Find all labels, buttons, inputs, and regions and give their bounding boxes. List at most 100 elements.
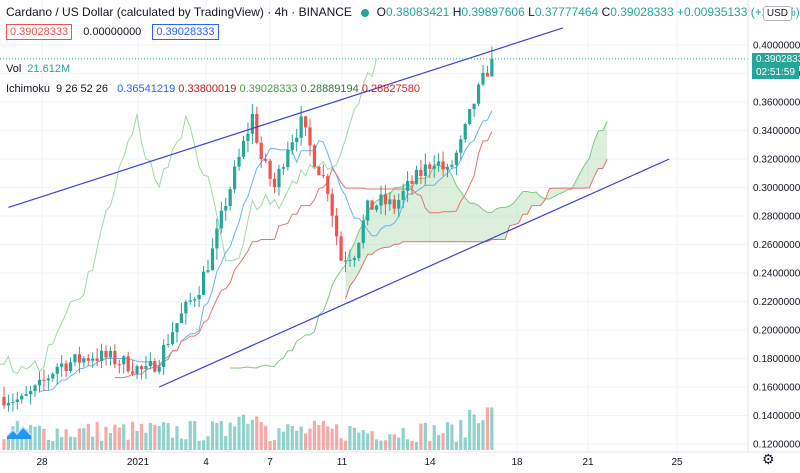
volume-bar <box>77 428 81 450</box>
candle-body <box>428 164 432 169</box>
ichimoku-legend[interactable]: Ichimoku 9 26 52 26 0.36541219 0.33800019… <box>6 83 420 95</box>
volume-bar <box>219 420 223 450</box>
volume-bar <box>383 440 388 450</box>
candle-body <box>472 103 476 110</box>
volume-bar <box>6 434 11 450</box>
candle-body <box>264 159 268 161</box>
candle-body <box>321 175 325 177</box>
candle-body <box>259 142 263 160</box>
volume-bar <box>490 407 494 450</box>
price-axis[interactable]: 0.400000000.380000000.360000000.34000000… <box>753 41 800 451</box>
volume-bar <box>139 423 144 450</box>
volume-bar <box>361 430 365 450</box>
candle-body <box>317 166 321 176</box>
volume-label: Vol <box>6 63 22 75</box>
close-value: 0.39028333 <box>610 5 674 19</box>
candle-body <box>463 124 467 140</box>
volume-bar <box>246 423 250 450</box>
volume-bar <box>281 431 286 450</box>
candle-body <box>485 72 490 77</box>
sell-button[interactable]: 0.39028333 <box>6 24 73 40</box>
volume-bar <box>352 427 356 450</box>
trendlines[interactable] <box>8 27 670 388</box>
volume-legend[interactable]: Vol 21.612M <box>6 63 70 75</box>
volume-bar <box>255 416 259 450</box>
volume-bar <box>241 414 246 450</box>
volume-bar <box>144 432 148 450</box>
close-label: C <box>601 5 611 19</box>
ichimoku-lagging-value: 0.39028333 <box>239 83 298 95</box>
candle-body <box>46 378 50 381</box>
volume-bar <box>401 427 405 450</box>
open-label: O <box>376 5 386 19</box>
candle-body <box>295 137 299 143</box>
candle-body <box>170 332 175 344</box>
volume-bar <box>206 436 210 450</box>
candle-body <box>459 139 463 153</box>
volume-bar <box>410 440 414 450</box>
ichimoku-conversion-line <box>39 110 493 393</box>
candle-body <box>188 300 192 302</box>
candle-body <box>268 160 272 179</box>
candle-body <box>206 270 210 272</box>
ichimoku-span-b-line <box>345 159 608 300</box>
buy-button[interactable]: 0.39028333 <box>152 24 219 40</box>
candle-body <box>468 109 472 125</box>
candle-body <box>374 205 379 210</box>
candle-body <box>357 243 361 259</box>
volume-bar <box>153 424 157 450</box>
volume-bar <box>485 407 490 450</box>
candle-body <box>113 350 117 365</box>
volume-bar <box>148 422 152 450</box>
candle-body <box>388 199 392 205</box>
volume-bar <box>366 433 370 450</box>
candle-body <box>51 373 55 379</box>
volume-bar <box>201 440 206 450</box>
candle-body <box>441 161 445 170</box>
time-tick-label: 11 <box>337 457 348 468</box>
volume-bar <box>64 429 68 450</box>
candle-body <box>37 379 42 386</box>
candle-body <box>326 176 330 194</box>
candle-body <box>414 169 419 184</box>
volume-bar <box>37 425 42 450</box>
volume-bar <box>419 423 423 450</box>
candle-body <box>352 258 356 260</box>
volume-bar <box>437 434 441 450</box>
volume-bar <box>117 427 121 450</box>
candle-body <box>335 215 339 237</box>
ichimoku-span-b-value: 0.28827580 <box>361 83 420 95</box>
time-axis[interactable]: 28 2021 4 7 11 14 18 21 25 <box>36 457 683 468</box>
candle-body <box>179 313 183 324</box>
candle-body <box>445 166 450 170</box>
volume-bar <box>405 439 410 450</box>
ichimoku-cloud <box>345 121 608 300</box>
volume-bar <box>374 439 379 450</box>
volume-bar <box>55 428 59 450</box>
candle-body <box>60 363 64 367</box>
volume-bar <box>122 424 126 450</box>
candle-body <box>410 180 414 184</box>
candle-body <box>95 358 99 361</box>
candle-body <box>86 358 90 361</box>
currency-button[interactable]: USD <box>762 6 792 21</box>
candle-body <box>405 180 410 191</box>
candle-body <box>290 142 294 150</box>
volume-bar <box>330 428 334 450</box>
gear-icon[interactable]: ⚙ <box>762 451 775 467</box>
candle-body <box>392 199 396 209</box>
ichimoku-lagging-line <box>0 58 377 375</box>
market-status-icon <box>361 8 370 17</box>
symbol-title[interactable]: Cardano / US Dollar (calculated by Tradi… <box>6 5 352 19</box>
tradingview-logo-icon[interactable] <box>6 422 32 440</box>
high-value: 0.39897606 <box>461 5 525 19</box>
candle-body <box>117 364 121 366</box>
ichimoku-span-a-line <box>230 120 608 369</box>
volume-bar <box>476 423 481 450</box>
